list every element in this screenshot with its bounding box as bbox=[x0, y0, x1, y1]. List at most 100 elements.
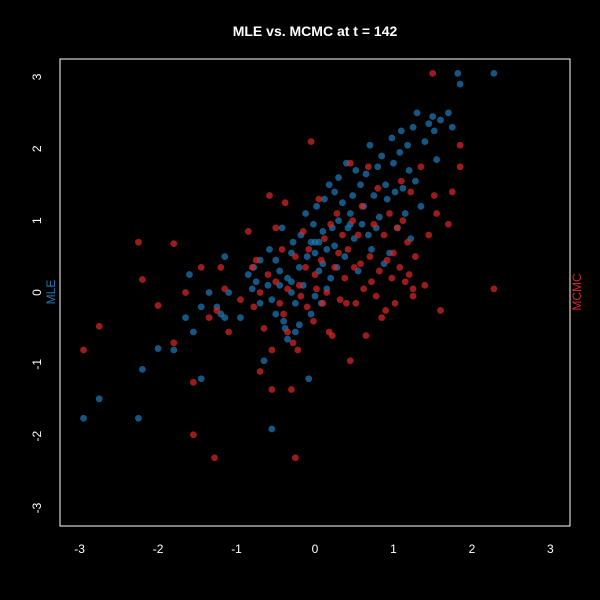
data-point bbox=[352, 166, 360, 174]
data-point bbox=[490, 285, 498, 293]
data-point bbox=[272, 256, 280, 264]
data-point bbox=[95, 395, 103, 403]
data-point bbox=[266, 192, 273, 199]
data-point bbox=[260, 357, 268, 365]
data-point bbox=[284, 285, 291, 293]
data-point bbox=[362, 332, 370, 340]
data-point bbox=[397, 127, 405, 135]
data-point bbox=[336, 296, 344, 304]
data-point bbox=[272, 278, 280, 286]
data-point bbox=[268, 346, 276, 354]
data-point bbox=[346, 210, 354, 217]
data-point bbox=[454, 69, 462, 77]
data-point bbox=[412, 253, 419, 260]
data-point bbox=[437, 116, 444, 124]
data-point bbox=[252, 256, 260, 264]
plot-frame bbox=[59, 58, 571, 527]
data-point bbox=[237, 314, 244, 322]
data-point bbox=[362, 170, 370, 178]
data-point bbox=[388, 134, 396, 142]
data-point bbox=[182, 289, 189, 296]
data-point bbox=[383, 195, 391, 203]
data-point bbox=[352, 299, 360, 307]
y-tick-label: 2 bbox=[30, 145, 44, 152]
data-point bbox=[291, 253, 299, 260]
data-point bbox=[412, 177, 419, 185]
data-point bbox=[349, 217, 357, 225]
data-point bbox=[378, 314, 386, 322]
data-point bbox=[380, 231, 388, 239]
x-tick-label: -2 bbox=[153, 542, 164, 556]
data-point bbox=[430, 192, 438, 199]
data-point bbox=[250, 303, 258, 311]
data-point bbox=[319, 228, 327, 235]
data-point bbox=[341, 253, 349, 260]
series-mle bbox=[80, 69, 498, 433]
data-point bbox=[248, 285, 256, 293]
data-point bbox=[295, 321, 303, 329]
data-point bbox=[288, 386, 295, 393]
data-point bbox=[396, 149, 404, 156]
data-point bbox=[189, 431, 197, 439]
data-point bbox=[135, 238, 142, 246]
data-point bbox=[401, 278, 409, 286]
data-point bbox=[391, 188, 399, 196]
data-point bbox=[425, 120, 433, 128]
data-point bbox=[303, 253, 311, 260]
data-point bbox=[295, 263, 303, 271]
data-point bbox=[305, 245, 313, 253]
data-point bbox=[256, 299, 264, 307]
data-point bbox=[425, 231, 433, 239]
data-point bbox=[248, 263, 256, 271]
data-point bbox=[397, 177, 405, 185]
data-point bbox=[405, 166, 413, 174]
data-point bbox=[404, 141, 411, 149]
data-point bbox=[456, 163, 464, 171]
data-point bbox=[339, 199, 346, 207]
data-point bbox=[138, 276, 146, 283]
data-point bbox=[95, 322, 103, 330]
data-point bbox=[311, 238, 319, 246]
data-point bbox=[272, 310, 280, 318]
left-axis-label: MLE bbox=[44, 280, 58, 305]
data-point bbox=[433, 210, 441, 217]
data-point bbox=[430, 127, 438, 135]
data-point bbox=[368, 245, 375, 253]
data-point bbox=[358, 202, 366, 210]
data-point bbox=[272, 224, 280, 232]
data-point bbox=[205, 314, 213, 322]
x-tick-label: -3 bbox=[74, 542, 85, 556]
data-point bbox=[288, 278, 295, 286]
data-point bbox=[221, 285, 229, 293]
data-point bbox=[421, 138, 429, 146]
data-point bbox=[409, 292, 417, 300]
data-point bbox=[299, 228, 307, 235]
data-point bbox=[313, 285, 320, 293]
data-point bbox=[305, 375, 313, 383]
data-point bbox=[291, 454, 299, 462]
data-point bbox=[429, 113, 437, 120]
data-point bbox=[278, 245, 286, 253]
data-point bbox=[244, 271, 252, 278]
data-point bbox=[366, 141, 374, 149]
data-point bbox=[278, 224, 286, 232]
data-point bbox=[448, 123, 456, 131]
data-point bbox=[281, 199, 289, 207]
data-point bbox=[276, 267, 284, 275]
data-point bbox=[444, 220, 452, 228]
data-point bbox=[327, 274, 335, 282]
data-point bbox=[331, 188, 339, 196]
data-point bbox=[321, 195, 328, 203]
data-point bbox=[375, 213, 383, 221]
data-point bbox=[302, 210, 309, 217]
data-point bbox=[295, 281, 303, 289]
data-point bbox=[280, 317, 288, 325]
data-point bbox=[311, 271, 319, 278]
data-point bbox=[378, 152, 386, 160]
data-point bbox=[339, 231, 346, 239]
data-point bbox=[354, 231, 362, 239]
data-point bbox=[189, 378, 197, 386]
data-point bbox=[319, 299, 327, 307]
data-point bbox=[197, 263, 205, 271]
data-point bbox=[335, 174, 342, 181]
